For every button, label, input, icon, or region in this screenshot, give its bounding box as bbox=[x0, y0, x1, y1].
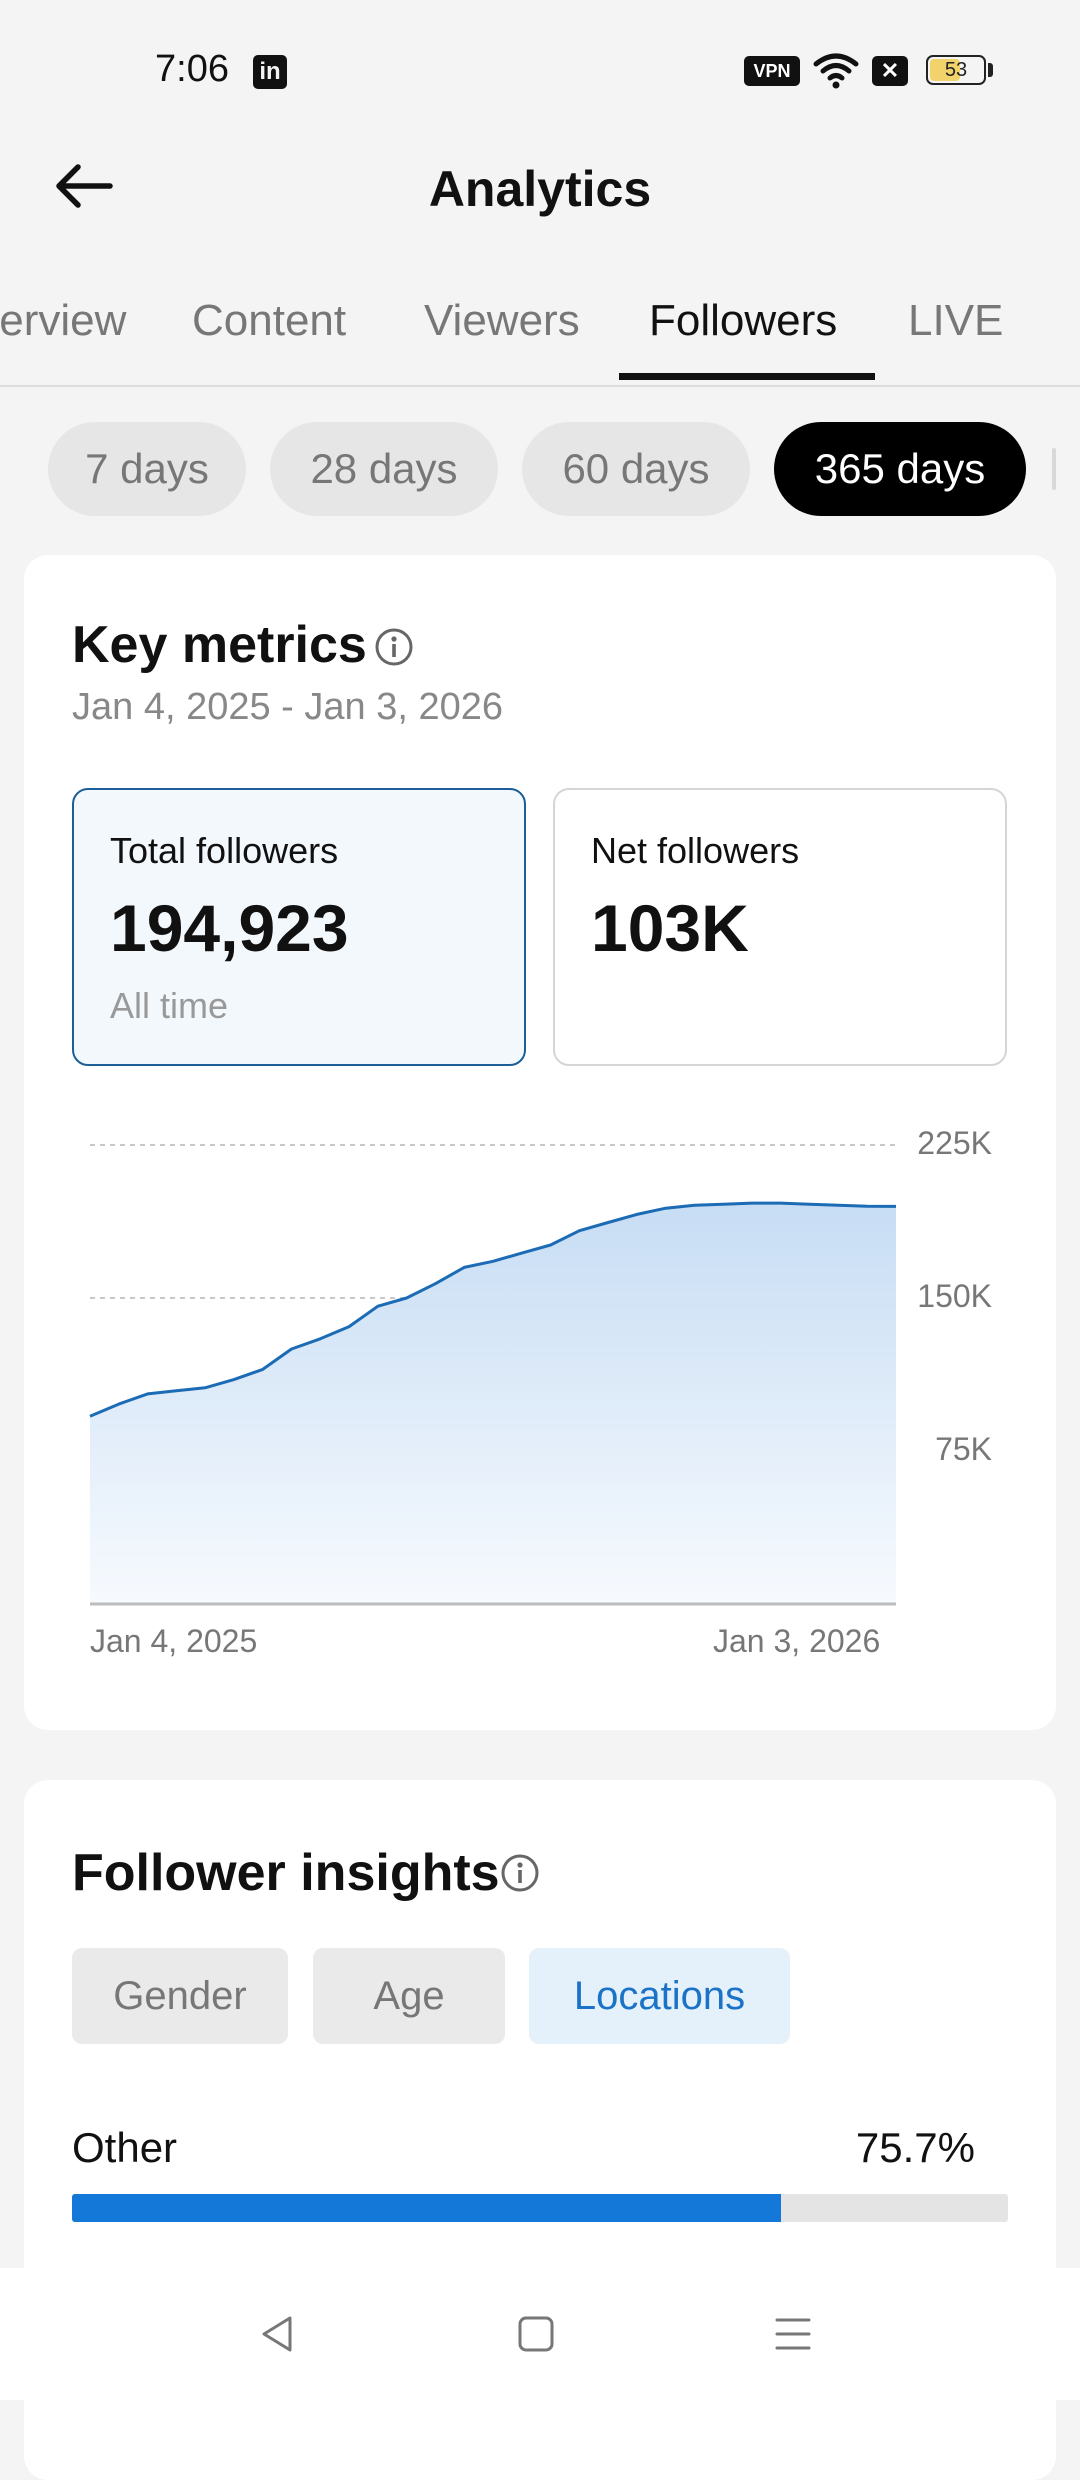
location-name: Other bbox=[72, 2124, 178, 2171]
followers-chart bbox=[89, 1144, 897, 1606]
follower-insights-title: Follower insights bbox=[72, 1844, 500, 1902]
home-square-icon[interactable] bbox=[516, 2314, 556, 2354]
period-7-days[interactable]: 7 days bbox=[48, 422, 246, 516]
key-metrics-title: Key metrics bbox=[72, 616, 367, 674]
tab-viewers[interactable]: Viewers bbox=[424, 296, 580, 345]
battery-level: 53 bbox=[944, 59, 968, 81]
metric-label: Net followers bbox=[591, 830, 800, 871]
y-tick-label: 150K bbox=[917, 1278, 992, 1314]
date-range: Jan 4, 2025 - Jan 3, 2026 bbox=[72, 686, 503, 728]
period-60-days[interactable]: 60 days bbox=[522, 422, 750, 516]
status-time: 7:06 bbox=[155, 48, 229, 90]
y-tick-label: 75K bbox=[935, 1431, 992, 1467]
analytics-tabs: Overview Content Viewers Followers LIVE bbox=[0, 270, 1080, 387]
metric-value: 103K bbox=[591, 891, 749, 965]
location-percent: 75.7% bbox=[855, 2124, 975, 2171]
y-tick-label: 225K bbox=[917, 1125, 992, 1161]
more-periods-hint bbox=[1052, 448, 1056, 490]
period-28-days[interactable]: 28 days bbox=[270, 422, 498, 516]
metric-value: 194,923 bbox=[110, 891, 349, 965]
metric-subtitle: All time bbox=[110, 985, 229, 1026]
tab-followers[interactable]: Followers bbox=[649, 296, 838, 345]
tab-live[interactable]: LIVE bbox=[908, 296, 1004, 345]
back-triangle-icon[interactable] bbox=[258, 2314, 298, 2354]
no-sim-icon: ✕ bbox=[872, 56, 908, 86]
net-followers-card[interactable]: Net followers 103K bbox=[553, 788, 1007, 1066]
metric-label: Total followers bbox=[110, 830, 339, 871]
segment-locations[interactable]: Locations bbox=[529, 1948, 790, 2044]
battery-icon: 53 bbox=[926, 55, 986, 85]
x-tick-label: Jan 4, 2025 bbox=[90, 1623, 258, 1659]
series-line bbox=[89, 1201, 897, 1418]
system-nav-bar bbox=[0, 2268, 1080, 2400]
location-bar-fill bbox=[72, 2194, 781, 2222]
tab-overview[interactable]: Overview bbox=[0, 296, 127, 345]
x-tick-label: Jan 3, 2026 bbox=[713, 1623, 881, 1659]
back-arrow-icon[interactable] bbox=[48, 150, 120, 222]
info-icon[interactable] bbox=[374, 627, 414, 667]
linkedin-icon: in bbox=[253, 55, 287, 89]
menu-icon[interactable] bbox=[773, 2314, 813, 2354]
segment-gender[interactable]: Gender bbox=[72, 1948, 288, 2044]
period-365-days[interactable]: 365 days bbox=[774, 422, 1026, 516]
status-bar: 7:06 in VPN ✕ 53 bbox=[0, 0, 1080, 140]
total-followers-card[interactable]: Total followers 194,923 All time bbox=[72, 788, 526, 1066]
vpn-icon: VPN bbox=[744, 56, 800, 86]
location-bar bbox=[72, 2194, 1008, 2222]
active-tab-indicator bbox=[619, 373, 875, 380]
info-icon[interactable] bbox=[500, 1853, 540, 1893]
wifi-icon bbox=[813, 53, 859, 89]
segment-age[interactable]: Age bbox=[313, 1948, 505, 2044]
area-fill bbox=[90, 1203, 896, 1604]
battery-tip bbox=[988, 63, 993, 77]
page-title: Analytics bbox=[428, 161, 652, 217]
tab-content[interactable]: Content bbox=[192, 296, 347, 345]
